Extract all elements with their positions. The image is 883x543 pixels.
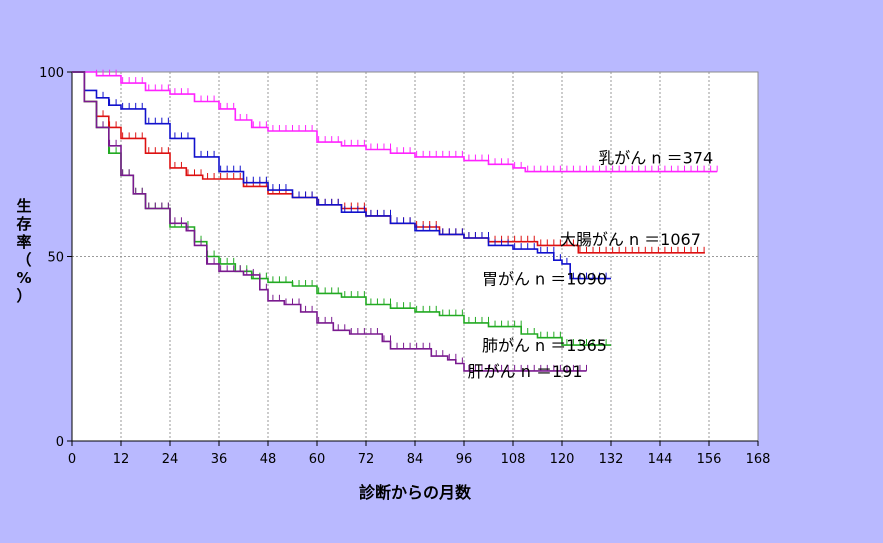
y-axis-label-char: 生: [16, 197, 31, 215]
series-乳がん: [72, 69, 718, 173]
line-胃がん: [72, 71, 611, 280]
x-tick-label-120: 120: [550, 452, 575, 467]
x-tick-label-0: 0: [68, 452, 76, 467]
series-肝がん: [72, 71, 587, 372]
y-axis-label-char: ）: [16, 287, 31, 305]
series-胃がん: [72, 71, 611, 280]
x-axis-label: 診断からの月数: [359, 483, 472, 502]
line-乳がん: [72, 71, 718, 173]
x-tick-label-36: 36: [211, 452, 228, 467]
series-label-胃がん: 胃がん n ＝1090: [482, 270, 607, 289]
y-tick-label-50: 50: [47, 251, 64, 266]
x-tick-label-84: 84: [407, 452, 424, 467]
axes: 0 12 24 36 48 60 72 84 96 108 120 132 144 156 168 0 50 10…: [39, 66, 770, 467]
x-tick-label-24: 24: [162, 452, 179, 467]
series-label-乳がん: 乳がん n ＝374: [598, 149, 713, 168]
x-tick-label-168: 168: [746, 452, 771, 467]
x-tick-label-156: 156: [697, 452, 722, 467]
y-axis-label-char: 率: [16, 233, 31, 251]
x-tick-label-48: 48: [260, 452, 277, 467]
series-lines: [72, 69, 718, 372]
x-tick-label-72: 72: [358, 452, 375, 467]
x-tick-label-12: 12: [113, 452, 130, 467]
y-axis-label-char: 存: [16, 215, 31, 233]
series-label-肝がん: 肝がん n ＝191: [468, 362, 583, 381]
x-tick-label-96: 96: [456, 452, 473, 467]
x-tick-label-132: 132: [599, 452, 624, 467]
y-axis-label: 生存率（%）: [16, 197, 31, 305]
x-tick-label-144: 144: [648, 452, 673, 467]
series-label-肺がん: 肺がん n ＝1365: [482, 336, 607, 355]
line-肝がん: [72, 71, 587, 372]
x-tick-label-108: 108: [501, 452, 526, 467]
y-tick-label-100: 100: [39, 66, 64, 81]
series-label-大腸がん: 大腸がん n ＝1067: [560, 230, 701, 249]
y-axis-label-char: %: [16, 269, 31, 287]
y-tick-label-0: 0: [56, 435, 64, 450]
y-axis-label-char: （: [16, 251, 31, 269]
series-labels: 乳がん n ＝374 大腸がん n ＝1067 胃がん n ＝1090 肺がん n ＝…: [468, 149, 714, 381]
x-tick-label-60: 60: [309, 452, 326, 467]
